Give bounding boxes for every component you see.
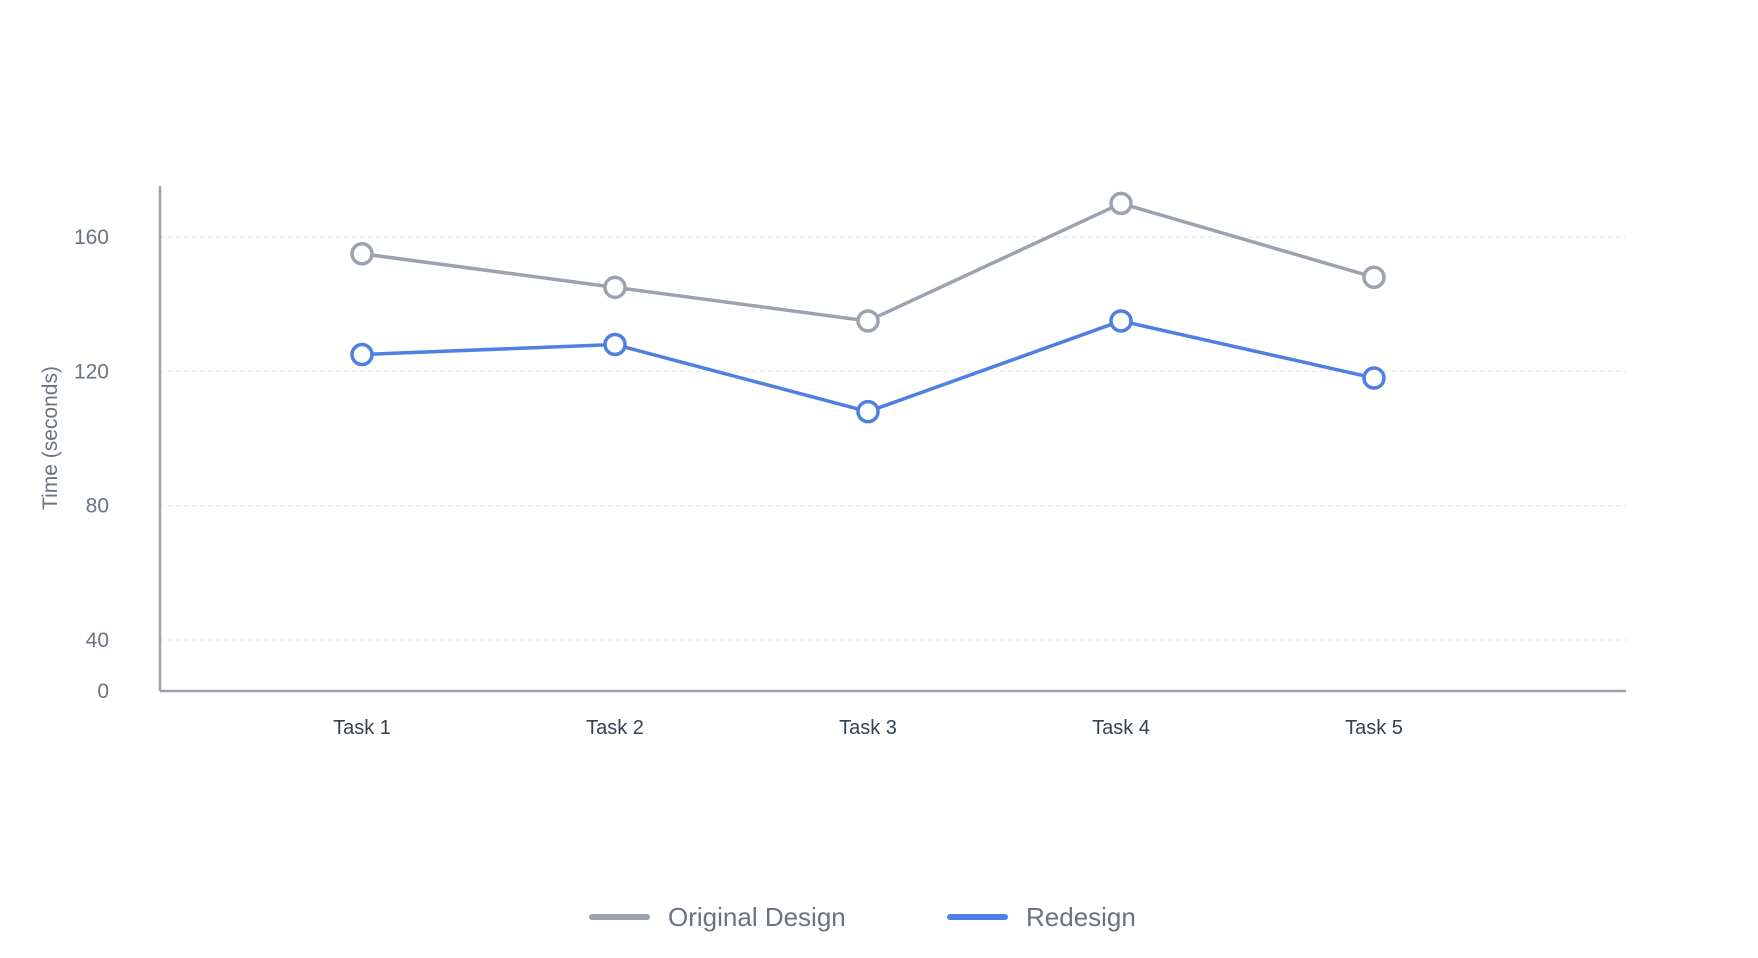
data-point[interactable] [350,242,374,266]
data-point[interactable] [603,332,627,357]
x-tick-labels: Task 1 Task 2 Task 3 Task 4 Task 5 [333,717,1403,739]
y-tick-labels: 0 40 80 120 160 [74,226,109,703]
data-point[interactable] [1109,191,1133,216]
data-point[interactable] [1109,309,1133,333]
y-tick-label: 160 [74,226,109,249]
data-point[interactable] [856,309,880,333]
data-point[interactable] [350,342,374,367]
series-line [361,201,1375,323]
x-tick-label: Task 2 [586,717,644,739]
x-tick-label: Task 5 [1345,717,1403,739]
data-point[interactable] [603,275,627,300]
legend-item[interactable]: Original Design [589,902,846,932]
axes [158,186,1626,693]
legend-label: Redesign [1026,902,1136,932]
y-tick-label: 120 [74,360,109,383]
data-point[interactable] [856,399,880,424]
series-redesign [350,309,1386,424]
legend: Original Design Redesign [589,902,1136,932]
data-point[interactable] [1362,265,1386,290]
y-tick-label: 80 [86,495,109,518]
x-tick-label: Task 3 [839,717,897,739]
series [350,191,1386,424]
y-tick-label: 0 [97,680,109,703]
series-original-design [350,191,1386,333]
grid-lines [160,236,1626,641]
legend-label: Original Design [668,902,846,932]
series-line [361,319,1375,414]
legend-item[interactable]: Redesign [947,902,1136,932]
y-axis-title: Time (seconds) [39,366,62,510]
data-point[interactable] [1362,366,1386,390]
x-tick-label: Task 4 [1092,717,1150,739]
y-tick-label: 40 [86,629,109,652]
x-tick-label: Task 1 [333,717,391,739]
